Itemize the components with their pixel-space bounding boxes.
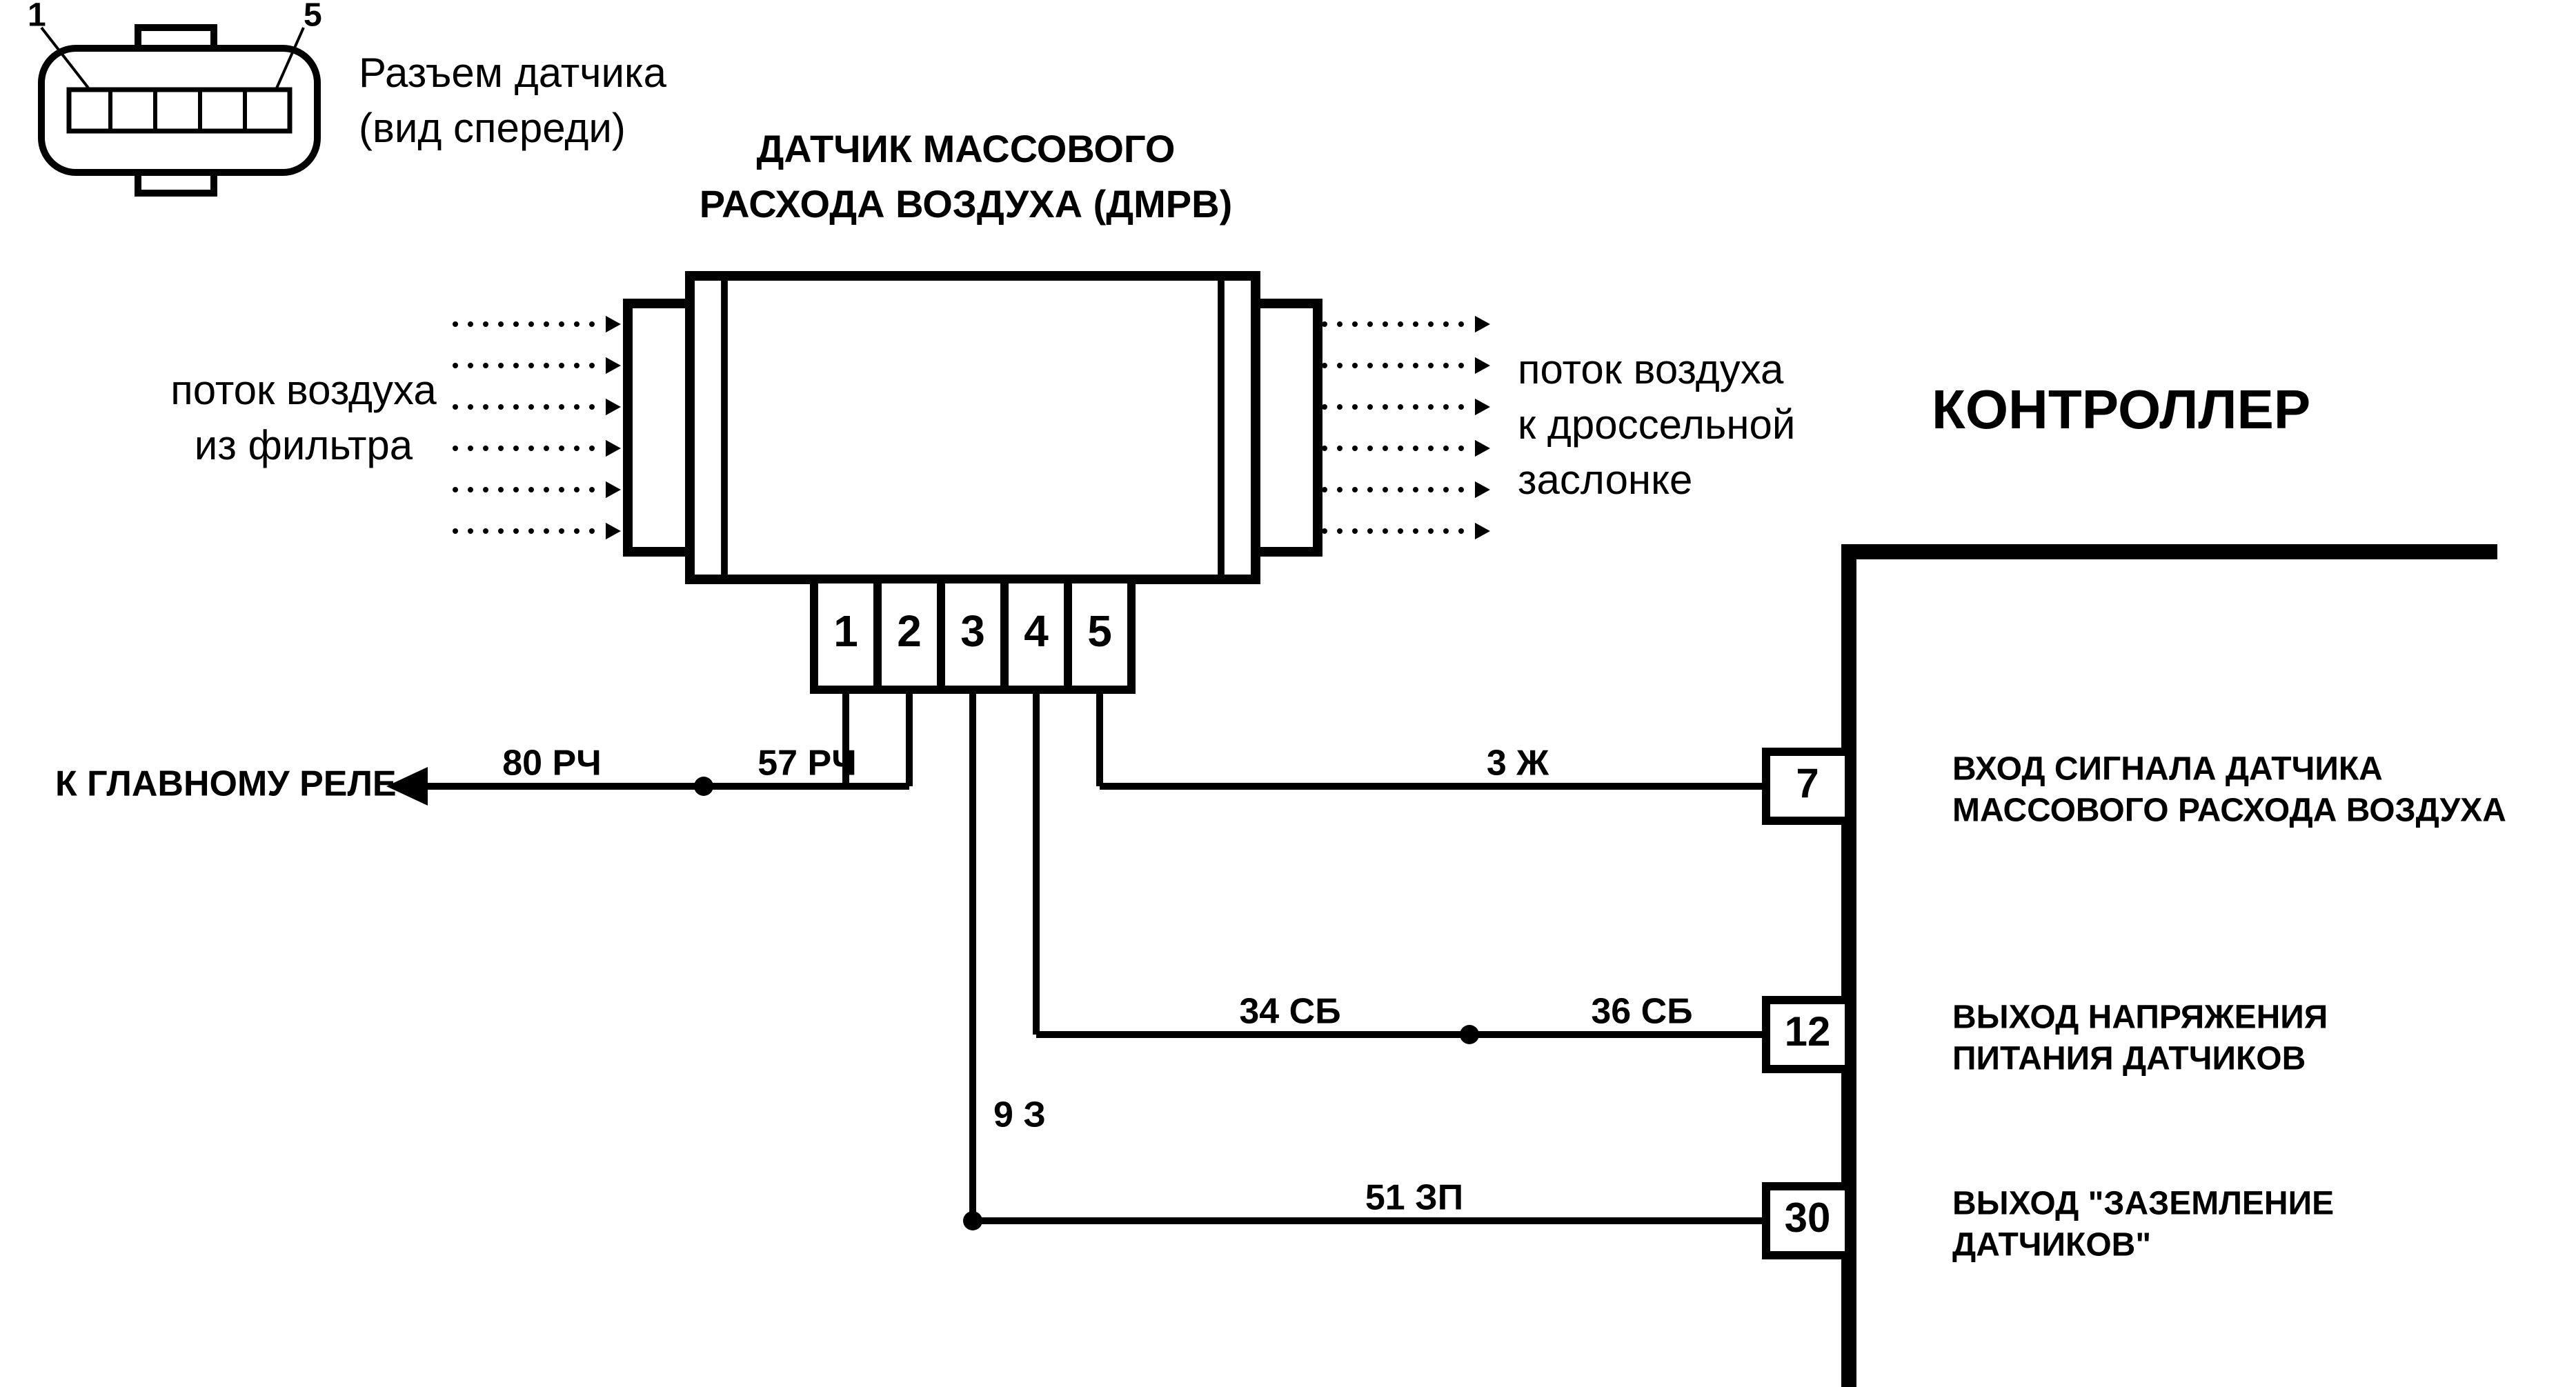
airflow-right-label: к дроссельной [1518, 401, 1795, 448]
wire-label: 34 СБ [1239, 992, 1340, 1032]
connector-inset [41, 28, 317, 193]
sensor-pin-number: 3 [960, 606, 985, 656]
connector-callout: 1 [28, 0, 46, 34]
airflow-right-label: поток воздуха [1518, 346, 1784, 392]
connector-label: (вид спереди) [359, 105, 626, 151]
controller-pin-label: ВЫХОД НАПРЯЖЕНИЯ [1952, 999, 2328, 1036]
controller-pin-number: 30 [1785, 1195, 1831, 1241]
sensor-pin-number: 2 [897, 606, 922, 656]
wire-junction [694, 777, 713, 796]
airflow-right-label: заслонке [1518, 457, 1692, 503]
wire-junction [1460, 1025, 1479, 1044]
airflow-left-label: из фильтра [195, 422, 413, 468]
wire-label: 51 ЗП [1365, 1178, 1463, 1218]
relay-label: К ГЛАВНОМУ РЕЛЕ [55, 764, 397, 804]
wire-junction [963, 1211, 982, 1230]
airflow-left-label: поток воздуха [170, 367, 437, 413]
controller-pin-label: ВХОД СИГНАЛА ДАТЧИКА [1952, 751, 2383, 788]
controller-pin-number: 12 [1785, 1008, 1831, 1055]
sensor-title: РАСХОДА ВОЗДУХА (ДМРВ) [700, 182, 1233, 226]
controller-pin-label: ПИТАНИЯ ДАТЧИКОВ [1952, 1041, 2306, 1077]
wire-label: 3 Ж [1487, 744, 1549, 784]
controller-pin-label: ВЫХОД "ЗАЗЕМЛЕНИЕ [1952, 1186, 2334, 1222]
controller-title: КОНТРОЛЛЕР [1932, 379, 2310, 440]
sensor-pin-number: 1 [833, 606, 858, 656]
sensor-title: ДАТЧИК МАССОВОГО [756, 127, 1175, 170]
controller-pin-label: ДАТЧИКОВ" [1952, 1227, 2151, 1264]
sensor-pin-number: 5 [1087, 606, 1112, 656]
sensor-pin-number: 4 [1024, 606, 1049, 656]
controller-pin-number: 7 [1796, 760, 1819, 806]
wire-label: 57 РЧ [757, 744, 857, 784]
wire-label: 36 СБ [1591, 992, 1692, 1032]
wire-label: 80 РЧ [502, 744, 602, 784]
connector-callout: 5 [304, 0, 322, 34]
connector-label: Разъем датчика [359, 50, 667, 96]
wire-label: 9 З [993, 1095, 1046, 1135]
controller-pin-label: МАССОВОГО РАСХОДА ВОЗДУХА [1952, 792, 2506, 829]
